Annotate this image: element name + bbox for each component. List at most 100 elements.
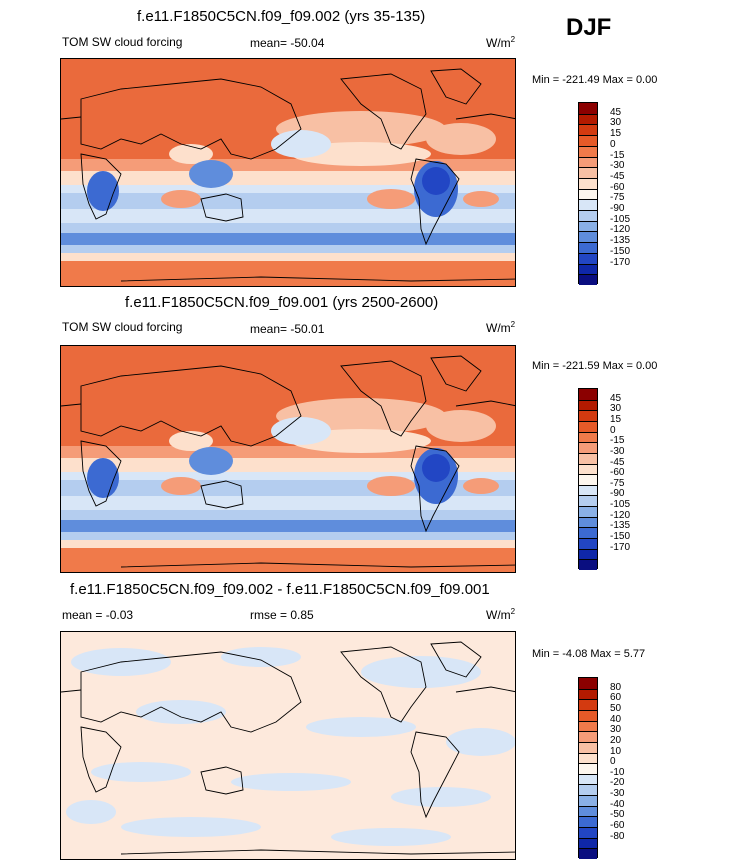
coastlines <box>61 355 515 568</box>
colorbar-swatch <box>579 135 597 146</box>
colorbar-swatch <box>579 156 597 168</box>
panel-2-mean-label: mean= -50.01 <box>250 322 325 336</box>
colorbar-swatch <box>579 210 597 221</box>
map-band <box>61 540 515 548</box>
panel-3-colorbar <box>578 677 598 859</box>
colorbar-swatch <box>579 442 597 453</box>
colorbar-swatch <box>579 516 597 528</box>
map-band <box>61 223 515 235</box>
map-band <box>61 510 515 522</box>
map-band <box>61 532 515 540</box>
panel-1-units: W/m2 <box>486 35 516 50</box>
colorbar-tick-label: -90 <box>610 488 625 500</box>
panel-2-colorbar <box>578 388 598 570</box>
panel-3-map <box>60 631 516 860</box>
map-patch <box>189 160 233 188</box>
colorbar-tick-label: 0 <box>610 424 616 436</box>
map-band <box>61 171 515 185</box>
colorbar-tick-label: -170 <box>610 256 631 268</box>
panel-3-minmax: Min = -4.08 Max = 5.77 <box>532 648 646 660</box>
colorbar-tick-label: -75 <box>610 192 625 204</box>
panel-1-map <box>60 58 516 287</box>
colorbar-swatch <box>579 837 597 849</box>
panel-1-title: f.e11.F1850C5CN.f09_f09.002 (yrs 35-135) <box>137 8 426 25</box>
colorbar-tick-label: 45 <box>610 106 622 118</box>
colorbar-swatch <box>579 113 597 125</box>
colorbar-swatch <box>579 699 597 710</box>
colorbar-tick-label: -30 <box>610 160 625 172</box>
colorbar-swatch <box>579 795 597 806</box>
panel-1-minmax: Min = -221.49 Max = 0.00 <box>532 74 658 86</box>
colorbar-tick-label: -60 <box>610 820 625 832</box>
map-patch <box>463 478 499 494</box>
colorbar-tick-label: -45 <box>610 170 625 182</box>
panel-2-minmax: Min = -221.59 Max = 0.00 <box>532 360 658 372</box>
map-patch <box>271 417 331 445</box>
colorbar-swatch <box>579 252 597 264</box>
colorbar-swatch <box>579 784 597 796</box>
colorbar-tick-label: 30 <box>610 403 622 415</box>
colorbar-swatch <box>579 274 597 285</box>
colorbar-tick-label: -60 <box>610 467 625 479</box>
colorbar-swatch <box>579 527 597 539</box>
colorbar-tick-label: 0 <box>610 756 616 768</box>
map-patch <box>426 410 496 442</box>
colorbar-swatch <box>579 688 597 700</box>
panel-2-units: W/m2 <box>486 320 516 335</box>
map-patch <box>422 454 450 482</box>
colorbar-swatch <box>579 242 597 253</box>
panel-2-map-plot <box>61 346 515 572</box>
colorbar-tick-label: -120 <box>610 224 631 236</box>
colorbar-swatch <box>579 538 597 549</box>
map-band <box>61 472 515 482</box>
colorbar-tick-label: 40 <box>610 713 622 725</box>
colorbar-swatch <box>579 548 597 560</box>
map-band <box>61 209 515 225</box>
colorbar-tick-label: 10 <box>610 745 622 757</box>
colorbar-tick-label: -120 <box>610 509 631 521</box>
colorbar-tick-label: 15 <box>610 413 622 425</box>
colorbar-swatch <box>579 431 597 443</box>
colorbar-tick-label: -40 <box>610 798 625 810</box>
map-patch <box>422 167 450 195</box>
colorbar-swatch <box>579 389 597 400</box>
panel-1-variable-label: TOM SW cloud forcing <box>62 35 183 49</box>
colorbar-tick-label: 20 <box>610 734 622 746</box>
colorbar-swatch <box>579 495 597 507</box>
colorbar-swatch <box>579 474 597 485</box>
colorbar-swatch <box>579 103 597 114</box>
colorbar-tick-label: -10 <box>610 766 625 778</box>
colorbar-tick-label: -60 <box>610 181 625 193</box>
colorbar-swatch <box>579 827 597 838</box>
panel-2-map <box>60 345 516 573</box>
panel-1-mean-label: mean= -50.04 <box>250 36 325 50</box>
panel-3-mean-label: mean = -0.03 <box>62 608 134 622</box>
map-patch <box>463 191 499 207</box>
colorbar-swatch <box>579 167 597 178</box>
colorbar-swatch <box>579 220 597 232</box>
colorbar-tick-label: -50 <box>610 809 625 821</box>
colorbar-tick-label: -105 <box>610 499 631 511</box>
colorbar-swatch <box>579 399 597 411</box>
colorbar-tick-label: 45 <box>610 392 622 404</box>
panel-1-colorbar <box>578 102 598 285</box>
colorbar-swatch <box>579 410 597 421</box>
colorbar-tick-label: 50 <box>610 702 622 714</box>
panel-1-map-plot <box>61 59 515 286</box>
colorbar-tick-label: 0 <box>610 138 616 150</box>
colorbar-tick-label: -135 <box>610 520 631 532</box>
colorbar-tick-label: -150 <box>610 245 631 257</box>
panel-3-rmse-label: rmse = 0.85 <box>250 608 314 622</box>
colorbar-swatch <box>579 177 597 189</box>
map-band <box>61 253 515 261</box>
panel-2-variable-label: TOM SW cloud forcing <box>62 320 183 334</box>
map-patch <box>161 477 201 495</box>
map-band <box>61 496 515 512</box>
map-band <box>61 185 515 195</box>
colorbar-tick-label: -80 <box>610 830 625 842</box>
panel-3-map-plot <box>61 632 515 859</box>
colorbar-swatch <box>579 463 597 475</box>
map-patch <box>271 130 331 158</box>
colorbar-tick-label: -30 <box>610 445 625 457</box>
colorbar-swatch <box>579 773 597 785</box>
